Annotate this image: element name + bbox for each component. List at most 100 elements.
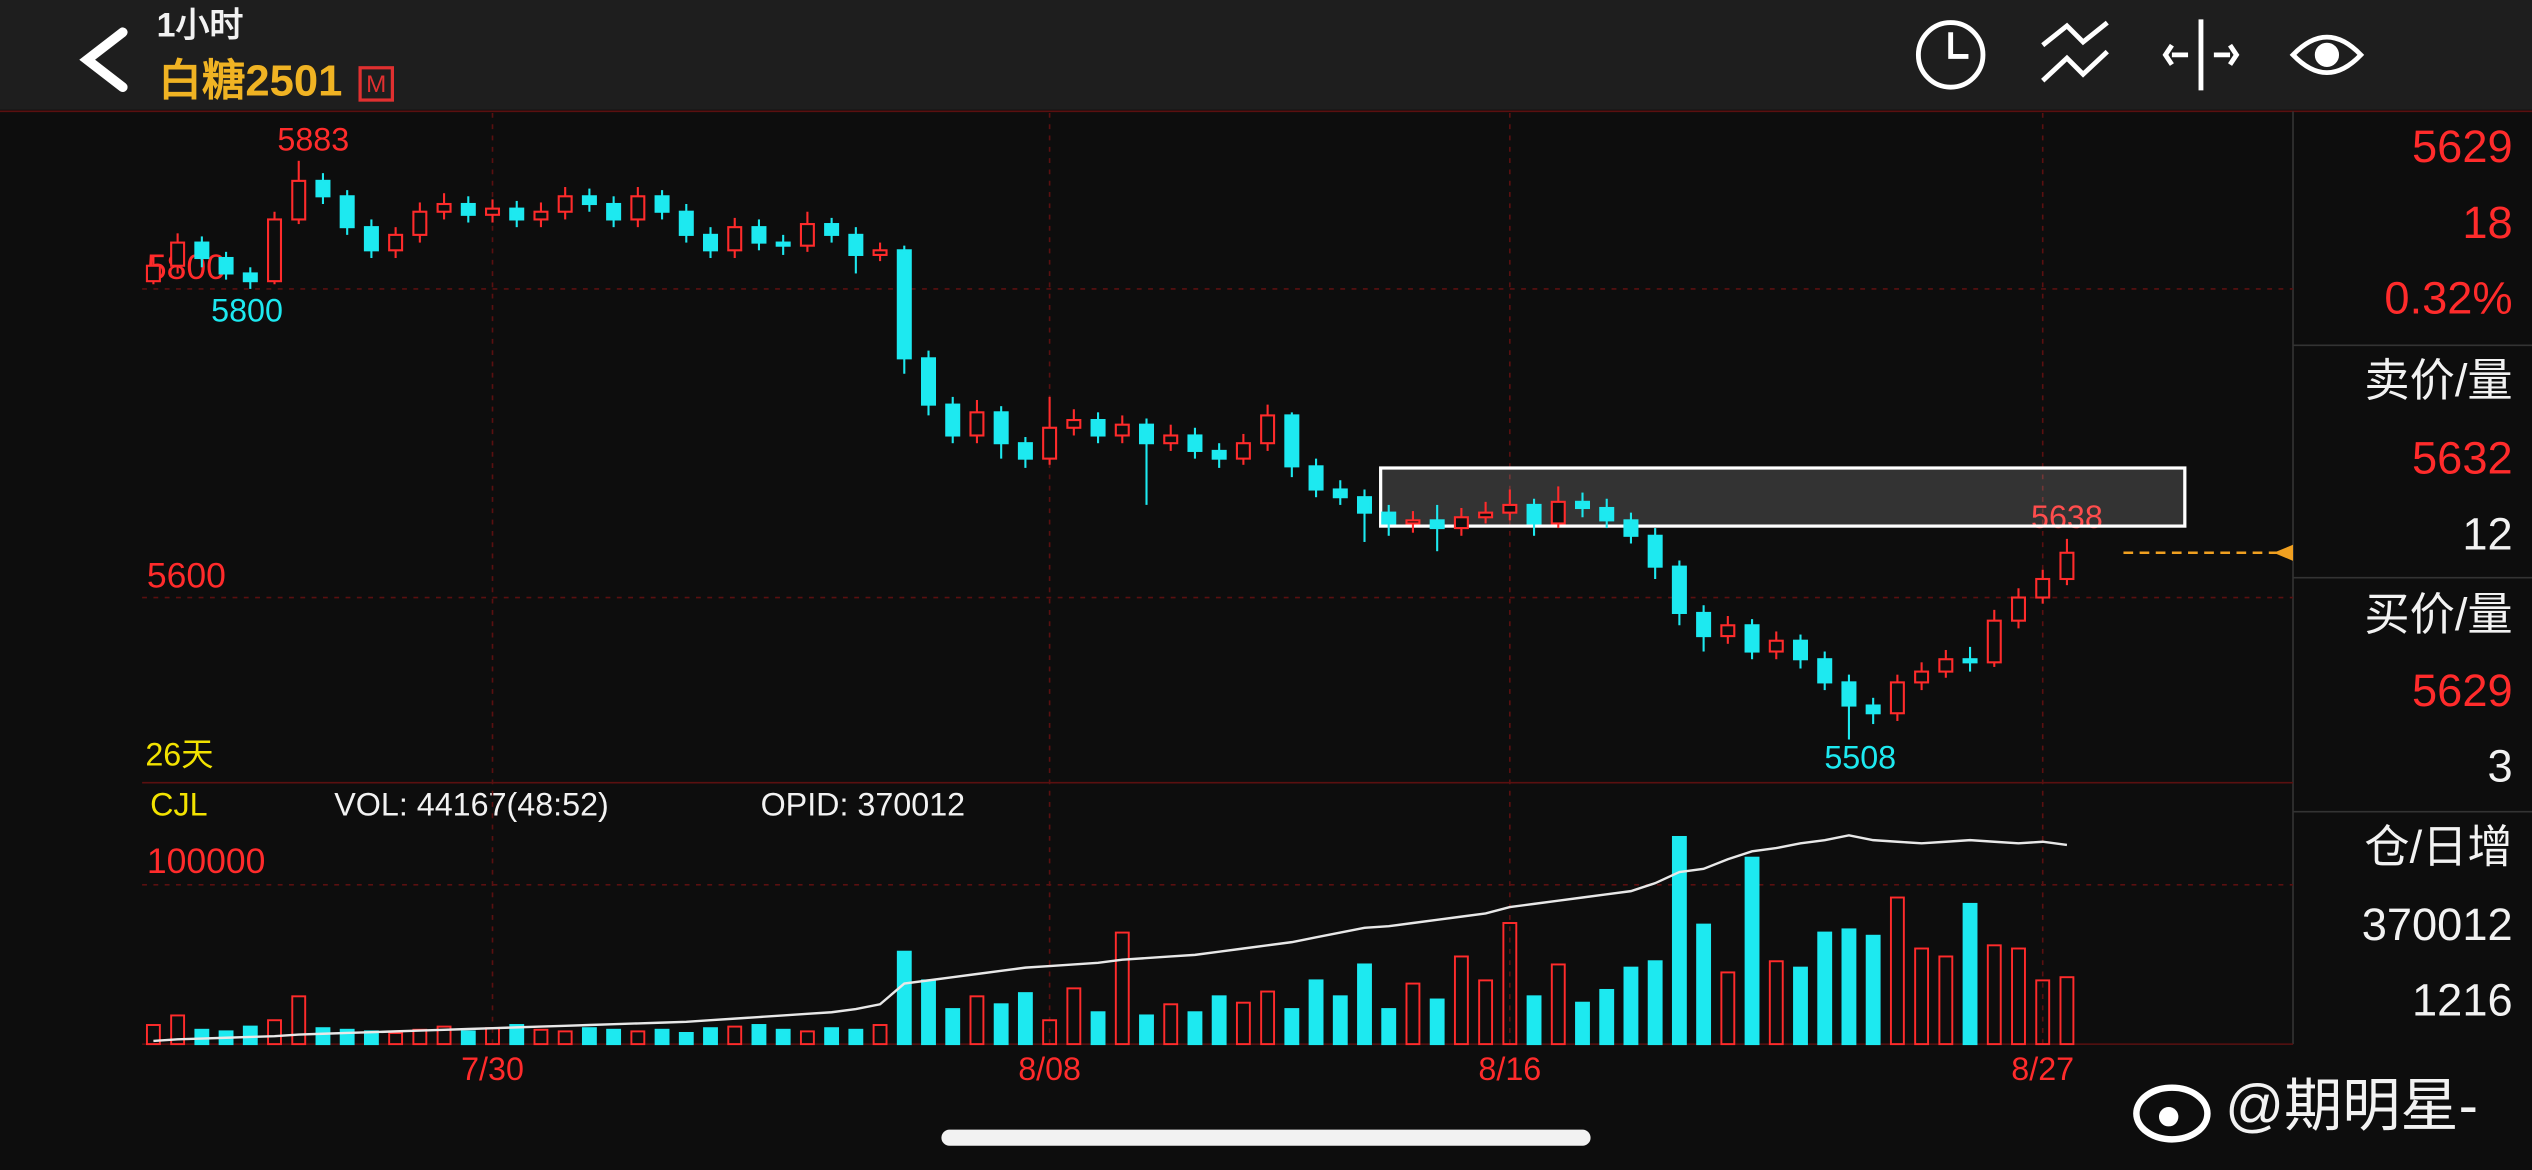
candle-body xyxy=(678,210,694,236)
candle-body xyxy=(993,411,1009,445)
clock-icon[interactable] xyxy=(1915,20,1986,90)
crosshair-icon[interactable] xyxy=(2162,19,2240,91)
candle-body xyxy=(872,249,888,256)
volume-bar xyxy=(533,1028,549,1046)
open-interest: 370012 xyxy=(2362,899,2513,950)
volume-bar xyxy=(170,1014,186,1046)
candle-body xyxy=(896,249,912,360)
candle-body xyxy=(1478,511,1494,519)
candle-body xyxy=(1623,519,1639,537)
oi-change: 1216 xyxy=(2412,975,2513,1026)
candle-body xyxy=(1017,442,1033,460)
candle-body xyxy=(1889,681,1905,715)
candle-body xyxy=(581,195,597,206)
candle-body xyxy=(945,403,961,437)
candle-body xyxy=(412,210,428,236)
candle-body xyxy=(1235,442,1251,460)
candle-body xyxy=(824,223,840,236)
candle-body xyxy=(606,202,622,221)
x-tick-label: 8/27 xyxy=(2011,1051,2074,1087)
volume-bar xyxy=(969,995,985,1046)
low-label: 5800 xyxy=(211,293,283,329)
candle-body xyxy=(848,233,864,256)
volume-bar xyxy=(1889,896,1905,1046)
volume-bar xyxy=(1114,931,1130,1046)
volume-bar xyxy=(824,1027,840,1046)
volume-bar xyxy=(1671,835,1687,1046)
low-label: 5508 xyxy=(1824,740,1896,776)
candle-body xyxy=(557,195,573,213)
x-tick-label: 8/08 xyxy=(1018,1051,1081,1087)
candle-body xyxy=(1647,534,1663,568)
candle-body xyxy=(2035,577,2051,599)
home-indicator[interactable] xyxy=(941,1129,1591,1146)
volume-bar xyxy=(1308,979,1324,1046)
candle-body xyxy=(1817,658,1833,684)
candle-body xyxy=(1381,511,1397,525)
volume-bar xyxy=(145,1024,161,1046)
candle-body xyxy=(315,179,331,198)
volume-bar xyxy=(194,1028,210,1046)
candle-body xyxy=(1163,434,1179,445)
volume-bar xyxy=(1744,856,1760,1046)
candle-body xyxy=(751,226,767,244)
candle-body xyxy=(1526,503,1542,525)
volume-bar xyxy=(896,950,912,1046)
candle-body xyxy=(388,233,404,252)
volume-bar xyxy=(654,1028,670,1046)
volume-readout: VOL: 44167(48:52) xyxy=(334,786,609,822)
candle-body xyxy=(1986,619,2002,664)
volume-bar xyxy=(727,1025,743,1046)
volume-bar xyxy=(1453,955,1469,1046)
badge: M xyxy=(366,71,386,98)
volume-bar xyxy=(1260,990,1276,1046)
volume-bar xyxy=(678,1032,694,1046)
candle-body xyxy=(194,241,210,260)
bid-price: 5629 xyxy=(2412,665,2513,716)
volume-bar xyxy=(1405,982,1421,1046)
candle-body xyxy=(2059,551,2075,581)
high-label: 5638 xyxy=(2031,499,2103,535)
volume-bar xyxy=(267,1019,282,1046)
volume-bar xyxy=(1381,1008,1397,1046)
annotation-box xyxy=(1379,466,2187,528)
candle-body xyxy=(1090,419,1106,437)
bid-label: 买价/量 xyxy=(2364,589,2512,640)
period-label: 26天 xyxy=(145,736,213,772)
candle-body xyxy=(775,241,791,247)
candle-body xyxy=(1841,681,1857,707)
volume-bar xyxy=(1986,944,2002,1046)
candle-body xyxy=(1574,500,1591,510)
candle-body xyxy=(533,210,549,221)
candle-body xyxy=(1308,465,1324,491)
candle-body xyxy=(1865,704,1881,715)
candle-body xyxy=(1599,506,1615,522)
volume-bar xyxy=(581,1027,597,1046)
back-button[interactable] xyxy=(79,27,128,92)
candle-body xyxy=(1550,500,1566,525)
volume-bar xyxy=(2035,979,2051,1046)
volume-bar xyxy=(751,1024,767,1046)
volume-bar xyxy=(1550,963,1566,1046)
volume-bar xyxy=(242,1025,258,1046)
candle-body xyxy=(1792,639,1809,661)
volume-bar xyxy=(460,1030,476,1046)
draw-icon[interactable] xyxy=(2041,20,2109,83)
volume-bar xyxy=(1478,979,1494,1046)
volume-bar xyxy=(557,1030,573,1046)
indicator-name: CJL xyxy=(150,786,207,822)
high-label: 5883 xyxy=(277,122,349,158)
volume-bar xyxy=(1865,934,1881,1046)
candle-body xyxy=(2010,596,2027,622)
bid-qty: 3 xyxy=(2487,741,2512,792)
change-pct: 0.32% xyxy=(2384,273,2512,324)
oi-line xyxy=(153,834,2068,1043)
volume-bar xyxy=(388,1032,404,1046)
candle-body xyxy=(460,202,476,216)
candle-body xyxy=(363,226,379,252)
eye-icon[interactable] xyxy=(2289,34,2365,76)
volume-bar xyxy=(1793,966,1808,1046)
eye-outline xyxy=(2289,34,2365,76)
